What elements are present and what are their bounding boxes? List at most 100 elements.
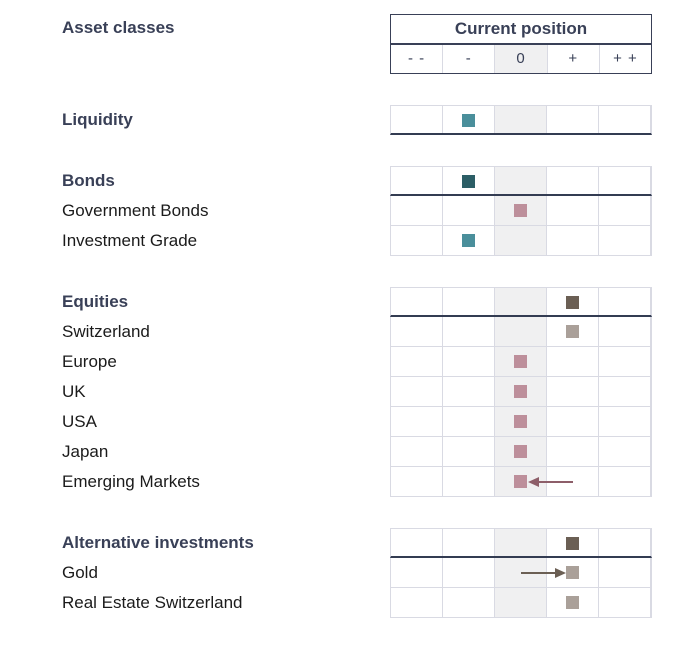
position-cell [443, 226, 495, 255]
position-cell [547, 226, 599, 255]
row-label-cell: Real Estate Switzerland [0, 588, 390, 618]
position-cells [390, 347, 652, 377]
position-marker [514, 355, 527, 368]
position-cell [391, 558, 443, 587]
position-cell [391, 167, 443, 194]
table-row: Government Bonds [0, 196, 697, 226]
position-cell [547, 167, 599, 194]
asset-allocation-chart: Asset classes Current position - - -0 + + +… [0, 14, 697, 655]
position-cell [547, 467, 599, 496]
position-cell [495, 106, 547, 133]
current-position-title: Current position [391, 15, 651, 45]
position-cell [391, 347, 443, 376]
table-row: USA [0, 407, 697, 437]
position-cell [547, 377, 599, 406]
row-label: UK [62, 382, 86, 401]
position-cell [599, 529, 651, 556]
position-cell [599, 317, 651, 346]
position-cell [495, 529, 547, 556]
row-label: Alternative investments [62, 533, 254, 552]
row-label: Equities [62, 292, 129, 311]
row-label: Europe [62, 352, 117, 371]
table-row: Real Estate Switzerland [0, 588, 697, 618]
position-marker [514, 385, 527, 398]
table-row: Investment Grade [0, 226, 697, 256]
position-cells [390, 196, 652, 226]
position-cell [599, 467, 651, 496]
position-marker [566, 596, 579, 609]
position-cell [599, 407, 651, 436]
row-label-cell: Government Bonds [0, 196, 390, 226]
scale-cell: 0 [495, 45, 548, 73]
position-cells [390, 467, 652, 497]
position-cell [547, 288, 599, 315]
position-cell [443, 377, 495, 406]
position-cells [390, 528, 652, 558]
position-cell [495, 288, 547, 315]
position-marker [566, 325, 579, 338]
position-marker [514, 475, 527, 488]
position-cells [390, 558, 652, 588]
position-cell [547, 437, 599, 466]
row-label: Government Bonds [62, 201, 209, 220]
position-cell [391, 529, 443, 556]
row-label-cell: Europe [0, 347, 390, 377]
position-cells [390, 317, 652, 347]
trend-arrow-right-icon [521, 558, 566, 588]
scale-cell: + [548, 45, 600, 73]
position-cell [495, 317, 547, 346]
row-label-cell: Alternative investments [0, 528, 390, 558]
scale-cell: + + [613, 50, 638, 67]
table-row: Gold [0, 558, 697, 588]
position-cell [495, 226, 547, 255]
position-cell [599, 437, 651, 466]
position-cell [391, 377, 443, 406]
position-cell [547, 196, 599, 225]
row-label-cell: UK [0, 377, 390, 407]
position-marker [566, 296, 579, 309]
row-label-cell: Liquidity [0, 105, 390, 135]
table-row: Alternative investments [0, 528, 697, 558]
position-cell [443, 437, 495, 466]
row-label: Liquidity [62, 110, 133, 129]
row-label-cell: Bonds [0, 166, 390, 196]
position-cell [547, 347, 599, 376]
row-label: Emerging Markets [62, 472, 200, 491]
table-row: Japan [0, 437, 697, 467]
position-cell [443, 529, 495, 556]
position-cell [391, 288, 443, 315]
row-label: Bonds [62, 171, 115, 190]
scale-cell: - - [391, 45, 444, 73]
row-label-cell: Switzerland [0, 317, 390, 347]
position-cell [495, 588, 547, 617]
row-label: Switzerland [62, 322, 150, 341]
position-cells [390, 166, 652, 196]
position-cell [443, 196, 495, 225]
row-label: Real Estate Switzerland [62, 593, 243, 612]
position-marker [462, 114, 475, 127]
position-cell [443, 407, 495, 436]
table-row: Bonds [0, 166, 697, 196]
position-marker [462, 175, 475, 188]
asset-classes-header: Asset classes [0, 14, 390, 42]
current-position-header: Current position - - -0 + + + [390, 14, 652, 74]
position-cell [443, 467, 495, 496]
position-cell [391, 196, 443, 225]
table-row: Europe [0, 347, 697, 377]
table-row: Liquidity [0, 105, 697, 135]
section: Bonds Government Bonds Investment Grade [0, 166, 697, 256]
row-label-cell: Gold [0, 558, 390, 588]
position-cell [391, 407, 443, 436]
row-label: Gold [62, 563, 98, 582]
position-marker [514, 415, 527, 428]
position-cell [495, 167, 547, 194]
position-cell [547, 317, 599, 346]
position-cells [390, 437, 652, 467]
position-cell [443, 167, 495, 194]
position-cell [391, 467, 443, 496]
table-row: UK [0, 377, 697, 407]
position-cells [390, 377, 652, 407]
section: Equities Switzerland Europe UK USA Japan Emerg… [0, 287, 697, 497]
scale-cell: - [443, 45, 496, 73]
position-cell [391, 106, 443, 133]
